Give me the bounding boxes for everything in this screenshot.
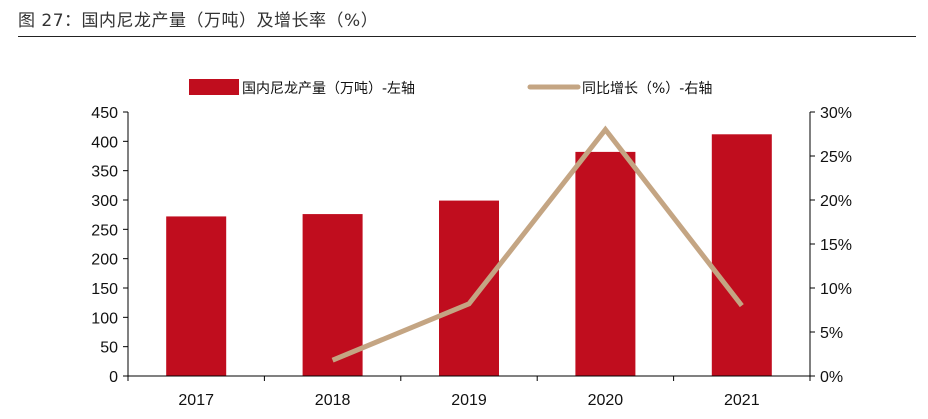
left-tick-label: 400: [91, 134, 118, 151]
right-tick-label: 20%: [820, 193, 852, 210]
right-tick-label: 10%: [820, 281, 852, 298]
right-tick-label: 25%: [820, 149, 852, 166]
growth-line: [331, 125, 744, 363]
left-tick-label: 350: [91, 164, 118, 181]
title-divider: [18, 36, 916, 37]
axes: 0 50 100 150 200 250 300 350 400 450 0% 5% 10% 15% 20%…: [91, 105, 852, 409]
x-tick-label: 2017: [178, 392, 214, 409]
x-tick-label: 2019: [451, 392, 487, 409]
bar-2021: [711, 134, 772, 376]
figure-title: 图 27：国内尼龙产量（万吨）及增长率（%）: [18, 11, 379, 31]
left-tick-label: 250: [91, 222, 118, 239]
left-tick-label: 100: [91, 310, 118, 327]
x-tick-label: 2021: [724, 392, 760, 409]
left-tick-label: 200: [91, 252, 118, 269]
left-tick-label: 50: [100, 340, 118, 357]
x-tick-label: 2018: [315, 392, 351, 409]
bar-2018: [302, 214, 363, 376]
left-tick-label: 450: [91, 105, 118, 122]
bar-2020: [575, 151, 636, 376]
bar-2019: [439, 200, 499, 376]
left-tick-label: 300: [91, 193, 118, 210]
left-tick-label: 0: [109, 369, 118, 386]
bar-series: [166, 134, 772, 376]
right-tick-label: 0%: [820, 369, 843, 386]
bar-2017: [166, 216, 227, 376]
right-tick-label: 15%: [820, 237, 852, 254]
right-tick-label: 30%: [820, 105, 852, 122]
legend-bar-label: 国内尼龙产量（万吨）-左轴: [242, 81, 415, 97]
legend-bar-swatch: [189, 79, 239, 95]
left-tick-label: 150: [91, 281, 118, 298]
right-tick-label: 5%: [820, 325, 843, 342]
legend: 国内尼龙产量（万吨）-左轴 同比增长（%）-右轴: [189, 79, 712, 97]
legend-line-label: 同比增长（%）-右轴: [582, 81, 712, 97]
x-tick-label: 2020: [588, 392, 624, 409]
line-series: [331, 125, 744, 363]
